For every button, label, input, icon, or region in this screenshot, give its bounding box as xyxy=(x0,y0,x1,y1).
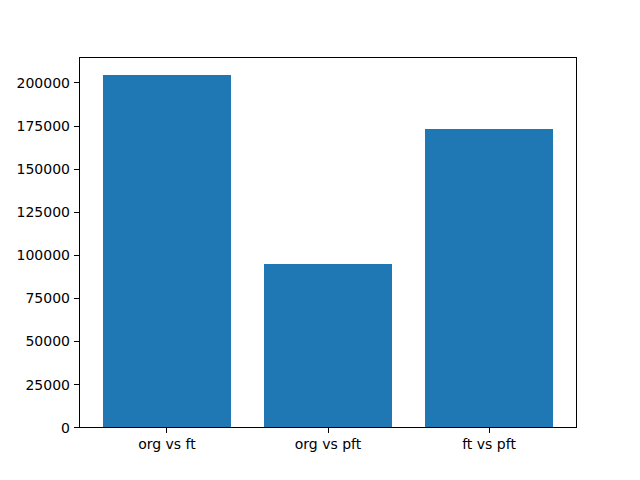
bar-org-vs-ft xyxy=(103,75,232,427)
y-tick-label: 50000 xyxy=(5,334,70,348)
y-tick xyxy=(74,298,79,299)
bar-org-vs-pft xyxy=(264,264,393,427)
y-tick-label: 0 xyxy=(5,421,70,435)
x-tick-label: ft vs pft xyxy=(429,437,549,451)
y-tick xyxy=(74,82,79,83)
figure: org vs ft org vs pft ft vs pft 0 25000 50000 7… xyxy=(0,0,640,480)
x-tick xyxy=(489,428,490,433)
x-tick-label: org vs ft xyxy=(107,437,227,451)
bar-ft-vs-pft xyxy=(425,129,554,427)
y-tick xyxy=(74,212,79,213)
plot-area: org vs ftorg vs pftft vs pft025000500007… xyxy=(79,57,577,429)
y-tick-label: 100000 xyxy=(5,248,70,262)
y-tick xyxy=(74,169,79,170)
x-tick xyxy=(328,428,329,433)
y-tick xyxy=(74,341,79,342)
y-tick xyxy=(74,384,79,385)
y-tick-label: 175000 xyxy=(5,119,70,133)
y-tick xyxy=(74,427,79,428)
y-tick-label: 25000 xyxy=(5,378,70,392)
y-tick-label: 125000 xyxy=(5,205,70,219)
y-tick xyxy=(74,126,79,127)
y-tick-label: 150000 xyxy=(5,162,70,176)
y-tick xyxy=(74,255,79,256)
x-tick xyxy=(166,428,167,433)
y-tick-label: 75000 xyxy=(5,291,70,305)
y-tick-label: 200000 xyxy=(5,76,70,90)
x-tick-label: org vs pft xyxy=(268,437,388,451)
